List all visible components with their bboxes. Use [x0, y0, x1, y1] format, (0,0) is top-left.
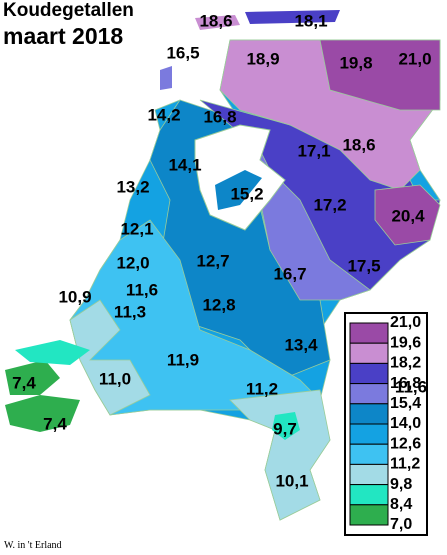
value-label: 17,5 — [347, 256, 380, 275]
island — [195, 15, 240, 30]
value-label: 15,2 — [230, 184, 263, 203]
legend: 21,0 19,6 18,2 16,8 15,4 14,0 12,6 11,2 9,8 8,4 7,… — [349, 314, 421, 533]
regions — [5, 10, 441, 521]
legend-swatch — [349, 322, 389, 344]
subtitle: maart 2018 — [3, 23, 123, 49]
legend-swatch — [349, 484, 389, 506]
value-label: 10,9 — [58, 287, 91, 306]
legend-label: 14,0 — [390, 415, 421, 432]
value-label: 20,4 — [391, 206, 425, 225]
value-label: 12,7 — [196, 251, 229, 270]
value-label: 18,6 — [199, 11, 232, 30]
legend-label: 21,0 — [390, 314, 421, 331]
island — [245, 10, 340, 24]
legend-label: 15,4 — [390, 395, 421, 412]
flevoland — [215, 170, 262, 210]
legend-swatch — [349, 443, 389, 465]
legend-swatch — [349, 504, 389, 526]
value-label: 11,6 — [126, 280, 158, 299]
value-label: 11,3 — [114, 302, 146, 321]
legend-label: 18,2 — [390, 355, 421, 372]
credit: W. in 't Erland — [4, 540, 62, 551]
island — [5, 360, 60, 395]
legend-label: 9,8 — [390, 476, 412, 493]
legend-label: 8,4 — [390, 496, 412, 513]
value-label: 12,1 — [120, 219, 153, 238]
legend-label: 19,6 — [390, 334, 421, 351]
legend-label: 11,2 — [390, 456, 420, 473]
title: Koudegetallen — [3, 0, 134, 21]
legend-label: 7,0 — [390, 516, 412, 533]
value-label: 11,9 — [167, 350, 199, 369]
legend-swatch — [349, 463, 389, 486]
region — [319, 39, 441, 111]
value-label: 11,0 — [99, 369, 131, 388]
value-label: 16,7 — [273, 264, 306, 283]
value-label: 12,0 — [116, 253, 149, 272]
value-label: 17,2 — [313, 195, 346, 214]
value-label: 14,2 — [147, 105, 180, 124]
legend-swatch — [349, 403, 389, 425]
value-label: 10,1 — [275, 471, 308, 490]
value-label: 11,6 — [395, 377, 427, 396]
legend-label: 16,8 — [390, 375, 421, 392]
island — [160, 66, 172, 90]
value-label: 7,4 — [12, 373, 36, 392]
legend-swatch — [349, 342, 389, 364]
region — [374, 184, 441, 246]
value-label: 18,1 — [294, 11, 327, 30]
value-label: 18,6 — [342, 135, 375, 154]
value-label: 19,8 — [339, 53, 372, 72]
value-label: 16,5 — [166, 43, 199, 62]
value-label: 12,8 — [202, 295, 235, 314]
island — [5, 395, 80, 432]
island — [15, 340, 90, 365]
value-label: 7,4 — [43, 414, 67, 433]
value-label: 13,2 — [116, 177, 149, 196]
value-label: 21,0 — [398, 49, 431, 68]
legend-swatch — [349, 362, 389, 385]
labels: 18,6 18,1 16,5 18,9 19,8 21,0 14,2 16,8 17,1 18,6… — [12, 11, 431, 490]
legend-swatch — [349, 423, 389, 445]
value-label: 13,4 — [284, 335, 318, 354]
region — [272, 412, 300, 440]
region — [69, 299, 151, 416]
legend-label: 12,6 — [390, 435, 421, 452]
value-label: 14,1 — [168, 155, 201, 174]
value-label: 17,1 — [297, 141, 330, 160]
legend-swatch — [349, 383, 389, 405]
value-label: 9,7 — [273, 419, 297, 438]
value-label: 16,8 — [203, 107, 236, 126]
value-label: 11,2 — [246, 379, 278, 398]
region — [229, 389, 331, 521]
value-label: 18,9 — [246, 49, 279, 68]
